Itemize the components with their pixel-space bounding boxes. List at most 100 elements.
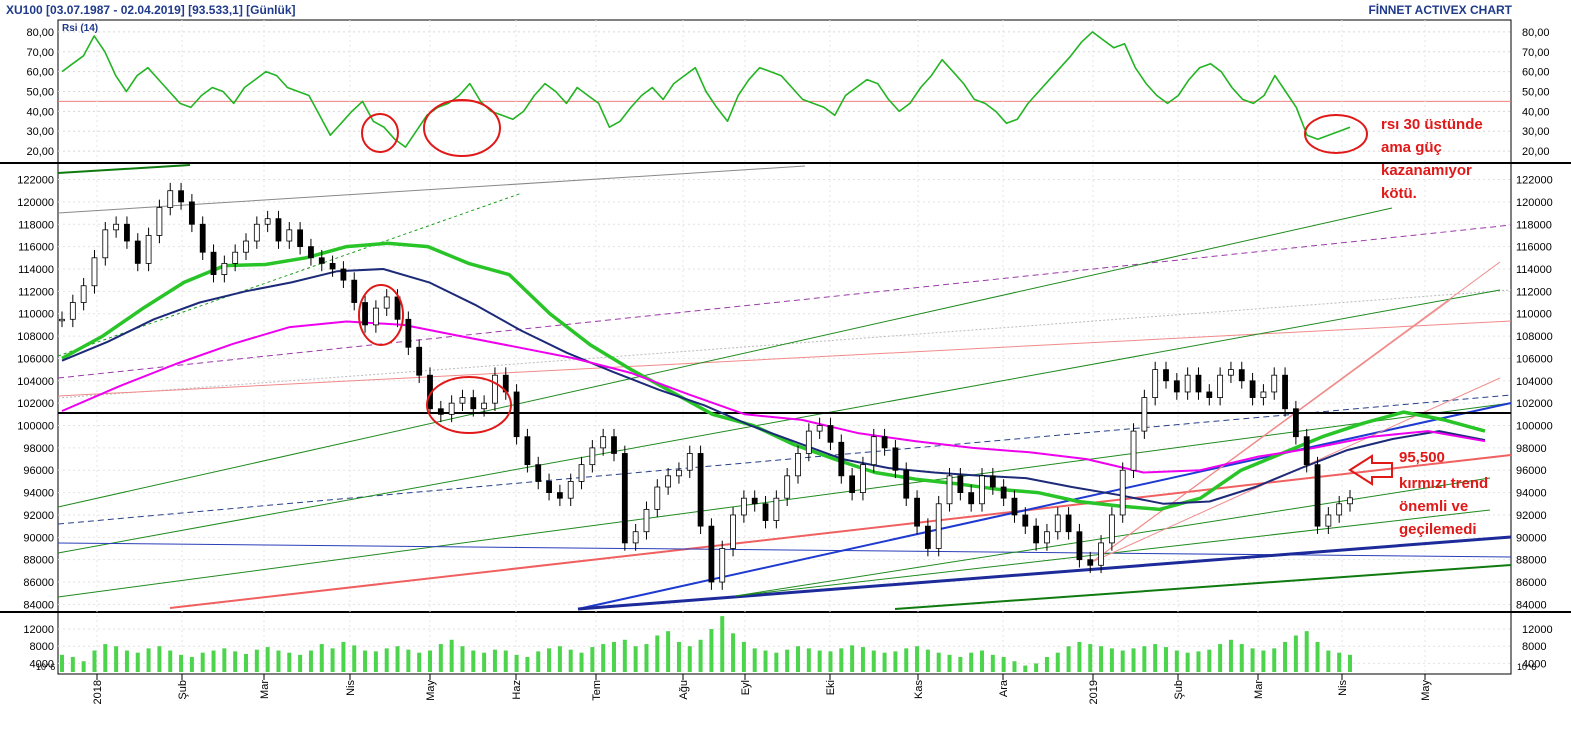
- volume-bar: [590, 647, 595, 672]
- volume-bar: [915, 646, 920, 672]
- moving-averages: [61, 241, 1486, 512]
- candle-body: [243, 240, 249, 253]
- candle-body: [632, 531, 639, 544]
- moving-average-line: [61, 320, 1486, 474]
- candle-body: [405, 318, 412, 348]
- candle-body: [329, 262, 336, 270]
- volume-bars: [60, 616, 1352, 672]
- candle-body: [643, 508, 650, 533]
- rsi-tick-right: 40,00: [1522, 106, 1550, 118]
- candle-body: [546, 481, 552, 494]
- volume-bar: [850, 645, 855, 672]
- candle-body: [351, 279, 358, 303]
- volume-bar: [785, 649, 790, 672]
- trendline-red-main: [169, 454, 1512, 609]
- volume-unit-right: 10^6: [1517, 662, 1536, 672]
- candle-body: [1184, 374, 1191, 393]
- candle-body: [286, 229, 293, 242]
- candle-body: [524, 436, 531, 466]
- volume-bar: [720, 616, 725, 672]
- volume-bar: [1055, 652, 1060, 672]
- candle-body: [124, 223, 130, 242]
- volume-bar: [601, 644, 606, 672]
- price-tick-left: 96000: [23, 465, 54, 477]
- volume-bar: [763, 650, 768, 672]
- volume-bar: [222, 648, 227, 672]
- volume-bar: [536, 651, 541, 672]
- candle-body: [1076, 531, 1083, 561]
- volume-bar: [806, 648, 811, 672]
- price-tick-left: 88000: [23, 555, 54, 567]
- volume-bar: [612, 641, 616, 672]
- volume-tick-right: 12000: [1522, 624, 1553, 636]
- candle-body: [145, 235, 152, 264]
- candle-body: [979, 475, 985, 505]
- candle-body: [178, 190, 184, 203]
- candle-body: [232, 251, 239, 264]
- volume-bar: [168, 650, 173, 672]
- trendline-red-upper: [57, 320, 1512, 397]
- volume-panel: [57, 611, 1512, 675]
- candle-body: [1292, 408, 1299, 438]
- candle-body: [567, 481, 574, 499]
- volume-bar: [1142, 646, 1147, 672]
- candle-body: [1152, 369, 1159, 398]
- volume-bar: [352, 645, 357, 672]
- volume-bar: [265, 647, 270, 672]
- candle-body: [1011, 497, 1018, 516]
- volume-bar: [752, 648, 757, 672]
- trend-note-line-4: geçilemedi: [1399, 521, 1477, 538]
- volume-bar: [547, 648, 552, 672]
- candle-body: [1000, 486, 1007, 499]
- price-tick-left: 120000: [17, 197, 54, 209]
- volume-bar: [947, 654, 952, 672]
- candle-body: [513, 391, 520, 438]
- candle-body: [556, 492, 563, 499]
- candle-body: [91, 257, 98, 287]
- price-tick-right: 84000: [1516, 599, 1547, 611]
- volume-bar: [81, 661, 86, 672]
- candle-body: [621, 453, 628, 544]
- volume-bar: [557, 646, 562, 672]
- price-tick-right: 88000: [1516, 555, 1547, 567]
- price-tick-right: 94000: [1516, 488, 1547, 500]
- price-circle-april: [358, 284, 404, 346]
- volume-bar: [1337, 652, 1342, 672]
- candle-body: [903, 469, 910, 499]
- candle-body: [1141, 397, 1148, 432]
- trend-note-line-3: önemli ve: [1399, 498, 1468, 515]
- volume-bar: [179, 654, 184, 672]
- price-tick-left: 116000: [18, 242, 54, 254]
- price-tick-right: 100000: [1516, 421, 1553, 433]
- candle-body: [1260, 391, 1267, 398]
- candle-body: [1303, 436, 1310, 466]
- volume-bar: [676, 641, 681, 672]
- volume-bar: [60, 654, 64, 672]
- volume-bar: [514, 654, 519, 672]
- price-tick-left: 90000: [23, 532, 54, 544]
- candle-body: [957, 475, 964, 494]
- moving-average-line: [61, 268, 1486, 505]
- volume-bar: [124, 650, 129, 672]
- trendline-fan-red-c: [1091, 299, 1451, 563]
- price-tick-right: 104000: [1516, 376, 1553, 388]
- candle-body: [600, 436, 607, 449]
- volume-bar: [525, 656, 530, 672]
- rsi-tick-left: 30,00: [26, 126, 54, 138]
- candle-body: [1108, 514, 1115, 544]
- candle-body: [416, 346, 423, 376]
- volume-bar: [1348, 654, 1352, 672]
- volume-bar: [774, 652, 779, 672]
- candle-body: [795, 453, 801, 477]
- x-tick-label: Tem: [591, 680, 603, 701]
- volume-bar: [1099, 646, 1104, 672]
- volume-bar: [438, 644, 443, 672]
- x-tick-label: Eki: [825, 680, 837, 695]
- volume-bar: [579, 652, 584, 672]
- price-tick-right: 118000: [1516, 219, 1552, 231]
- volume-bar: [936, 652, 941, 672]
- volume-bar: [92, 650, 97, 672]
- trend-note-line-1: 95,500: [1399, 449, 1445, 466]
- candle-body: [535, 464, 542, 482]
- volume-bar: [1012, 661, 1017, 672]
